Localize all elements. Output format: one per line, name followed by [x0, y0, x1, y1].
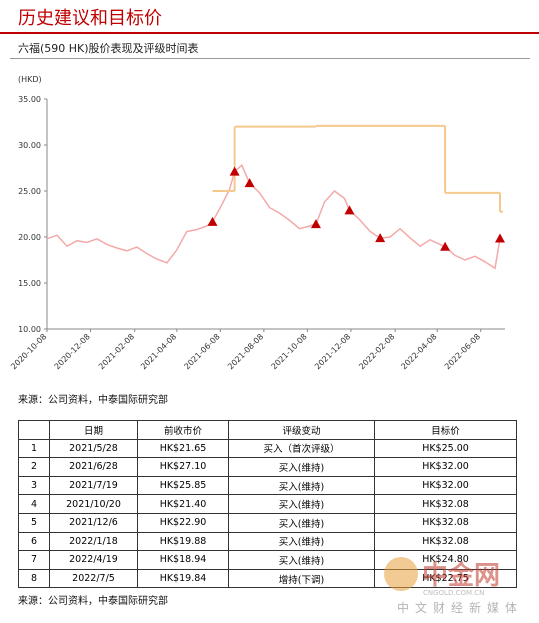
- logo-text: 中金网: [422, 560, 500, 591]
- rating-marker: [229, 166, 240, 176]
- table-cell: 4: [18, 494, 50, 514]
- y-tick-label: 15.00: [18, 279, 41, 288]
- header-cell: [18, 420, 50, 440]
- table-cell: 5: [18, 512, 50, 533]
- table-cell: HK$22.90: [137, 512, 229, 533]
- x-tick-label: 2021-04-08: [139, 332, 178, 371]
- price-line: [46, 163, 501, 270]
- table-cell: HK$19.88: [137, 531, 229, 552]
- table-cell: HK$21.40: [137, 494, 229, 514]
- logo-domain: CNGOLD.COM.CN: [423, 589, 484, 597]
- source: 来源：公司资料，中泰国际研究部: [18, 596, 168, 607]
- x-tick-label: 2021-12-08: [313, 332, 352, 371]
- rating-marker: [440, 241, 451, 251]
- header-cell: 评级变动: [228, 420, 375, 440]
- table-cell: HK$32.00: [374, 457, 517, 477]
- x-tick-label: 2020-12-08: [53, 332, 92, 371]
- table-cell: 增持(下调): [228, 568, 375, 589]
- table-cell: HK$32.00: [374, 475, 517, 496]
- table-cell: 买入(维持): [228, 512, 375, 533]
- table-row: 5 2021/12/6 HK$22.90 买入(维持) HK$32.08: [18, 512, 517, 533]
- table-cell: 2: [18, 457, 50, 477]
- watermark-logo: 中金网 CNGOLD.COM.CN 中文财经新媒体: [384, 557, 523, 615]
- table-cell: 2022/4/19: [49, 550, 138, 570]
- table-row: 2 2021/6/28 HK$27.10 买入(维持) HK$32.00: [18, 457, 517, 477]
- table-cell: HK$25.00: [374, 438, 517, 459]
- header-cell: 目标价: [374, 420, 517, 440]
- source: 来源：公司资料，中泰国际研究部: [18, 395, 168, 406]
- y-tick-label: 10.00: [18, 325, 41, 334]
- table-cell: HK$21.65: [137, 438, 229, 459]
- table-cell: HK$25.85: [137, 475, 229, 496]
- table-cell: 2021/10/20: [49, 494, 138, 514]
- table-cell: 买入(维持): [228, 550, 375, 570]
- y-tick-label: 20.00: [18, 233, 41, 242]
- table-cell: HK$32.08: [374, 512, 517, 533]
- x-tick-label: 2021-02-08: [97, 332, 136, 371]
- logo-circle: [384, 557, 418, 591]
- table-cell: 2021/7/19: [49, 475, 138, 496]
- y-tick-label: 25.00: [18, 187, 41, 196]
- x-tick-label: 2022-06-08: [443, 332, 482, 371]
- x-tick-label: 2022-02-08: [357, 332, 396, 371]
- x-tick-label: 2021-10-08: [270, 332, 309, 371]
- chart: (HKD) 10.00 15.00 20.00 25.00 30.00 35.00 2020…: [9, 75, 506, 371]
- rating-marker: [244, 178, 255, 188]
- table-cell: HK$32.08: [374, 494, 517, 514]
- header-row: 日期 前收市价 评级变动 目标价: [18, 420, 517, 440]
- table-cell: HK$18.94: [137, 550, 229, 570]
- rating-marker: [375, 233, 386, 243]
- table-row: 1 2021/5/28 HK$21.65 买入（首次评级） HK$25.00: [18, 438, 517, 459]
- table-cell: 2021/6/28: [49, 457, 138, 477]
- rating-marker: [207, 216, 218, 226]
- rating-table: 日期 前收市价 评级变动 目标价 1 2021/5/28 HK$21.65 买入（首次…: [18, 420, 517, 589]
- header-cell: 前收市价: [137, 420, 229, 440]
- table-cell: 3: [18, 475, 50, 496]
- rule: [0, 32, 539, 34]
- title: 历史建议和目标价: [18, 8, 162, 29]
- rating-marker: [495, 233, 506, 243]
- x-tick-label: 2020-10-08: [9, 332, 48, 371]
- table-cell: 7: [18, 550, 50, 570]
- table-cell: 1: [18, 438, 50, 459]
- x-tick-label: 2021-06-08: [183, 332, 222, 371]
- table-cell: 6: [18, 531, 50, 552]
- watermark: 中金网 CNGOLD.COM.CN 中文财经新媒体: [377, 548, 527, 618]
- y-unit: (HKD): [18, 75, 42, 84]
- table-cell: 买入(维持): [228, 531, 375, 552]
- table-cell: 买入（首次评级）: [228, 438, 375, 459]
- table-cell: 买入(维持): [228, 457, 375, 477]
- table-cell: 2022/7/5: [49, 568, 138, 589]
- table-row: 3 2021/7/19 HK$25.85 买入(维持) HK$32.00: [18, 475, 517, 496]
- y-tick-label: 30.00: [18, 141, 41, 150]
- table-cell: 买入(维持): [228, 475, 375, 496]
- header-cell: 日期: [49, 420, 138, 440]
- table-cell: 2021/5/28: [49, 438, 138, 459]
- table-cell: 买入(维持): [228, 494, 375, 514]
- y-tick-label: 35.00: [18, 95, 41, 104]
- table-cell: 2021/12/6: [49, 512, 138, 533]
- rating-marker: [344, 205, 355, 215]
- table-cell: HK$19.84: [137, 568, 229, 589]
- x-tick-label: 2021-08-08: [226, 332, 265, 371]
- table-cell: 2022/1/18: [49, 531, 138, 552]
- table-cell: 8: [18, 568, 50, 589]
- subtitle: 六福(590 HK)股价表现及评级时间表: [18, 42, 199, 55]
- table-row: 4 2021/10/20 HK$21.40 买入(维持) HK$32.08: [18, 494, 517, 514]
- rating-marker: [310, 219, 321, 229]
- logo-slogan: 中文财经新媒体: [397, 600, 523, 615]
- table-cell: HK$27.10: [137, 457, 229, 477]
- rule: [10, 58, 530, 59]
- x-tick-label: 2022-04-08: [399, 332, 438, 371]
